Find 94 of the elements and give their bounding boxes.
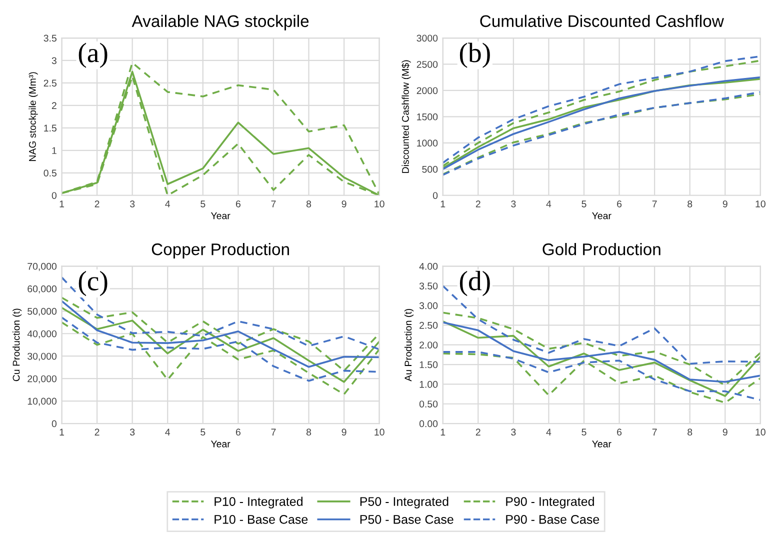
y-tick-label: 2	[52, 102, 56, 109]
chart-title: Available NAG stockpile	[132, 14, 309, 30]
y-axis-title: NAG stockpile (Mm³)	[28, 72, 38, 161]
legend-label: P50 - Integrated	[360, 496, 448, 508]
x-axis-title: Year	[210, 440, 230, 448]
x-tick-label: 2	[94, 200, 100, 208]
y-tick-label: 2.50	[420, 322, 438, 329]
x-tick-label: 5	[200, 428, 206, 436]
x-tick-label: 3	[130, 428, 135, 436]
y-tick-label: 3.00	[419, 302, 438, 310]
x-tick-label: 7	[652, 200, 657, 208]
y-tick-label: 2.00	[420, 342, 438, 348]
x-tick-label: 5	[582, 200, 586, 208]
x-tick-label: 6	[236, 200, 240, 208]
y-tick-label: 40,000	[27, 330, 57, 338]
x-tick-label: 5	[200, 200, 206, 208]
y-tick-label: 20,000	[28, 375, 57, 384]
y-tick-label: 4.00	[419, 262, 438, 270]
legend-label: P90 - Integrated	[506, 496, 594, 508]
x-tick-label: 7	[271, 428, 276, 436]
legend-label: P10 - Integrated	[214, 496, 302, 508]
y-tick-label: 2.5	[44, 80, 56, 87]
y-tick-label: 3.5	[44, 34, 56, 42]
x-tick-label: 8	[688, 200, 692, 208]
x-tick-label: 4	[546, 200, 552, 208]
x-axis-title: Year	[592, 212, 612, 220]
y-axis-title: Au Production (t)	[404, 308, 414, 382]
x-tick-label: 9	[722, 428, 728, 436]
chart-title: Gold Production	[542, 242, 660, 256]
x-tick-label: 6	[236, 428, 240, 436]
x-tick-label: 5	[582, 428, 586, 436]
y-tick-label: 0.5	[44, 170, 56, 177]
legend-label: P50 - Base Case	[360, 515, 454, 524]
y-tick-label: 0	[52, 420, 57, 428]
chart-title: Copper Production	[152, 242, 289, 259]
annotation: (a)	[78, 42, 108, 68]
y-tick-label: 1500	[417, 113, 438, 120]
x-tick-label: 4	[165, 428, 170, 436]
y-tick-label: 70,000	[28, 262, 57, 271]
x-tick-label: 8	[306, 428, 312, 436]
y-tick-label: 0	[52, 192, 57, 199]
x-tick-label: 9	[342, 200, 346, 208]
y-axis-title: Discounted Cashflow (M$)	[402, 60, 411, 173]
y-tick-label: 0.00	[419, 420, 438, 428]
y-tick-label: 1000	[417, 140, 438, 147]
x-tick-label: 3	[511, 200, 516, 208]
y-tick-label: 3.50	[419, 282, 438, 290]
y-tick-label: 1.00	[420, 380, 438, 388]
y-tick-label: 60,000	[28, 285, 57, 294]
x-tick-label: 1	[60, 200, 64, 208]
y-tick-label: 500	[422, 166, 438, 173]
y-tick-label: 2000	[416, 87, 438, 94]
y-tick-label: 1	[52, 147, 56, 154]
y-tick-label: 1.5	[44, 124, 56, 132]
x-tick-label: 6	[617, 428, 622, 436]
x-tick-label: 1	[60, 428, 64, 436]
x-tick-label: 1	[440, 200, 446, 208]
y-tick-label: 0.50	[419, 400, 438, 408]
chart-title: Cumulative Discounted Cashflow	[480, 14, 724, 28]
y-axis-title: Cu Production (t)	[12, 308, 22, 382]
y-tick-label: 0	[432, 192, 438, 199]
legend-label: P10 - Base Case	[214, 515, 308, 524]
x-axis-title: Year	[210, 212, 230, 220]
y-tick-label: 2500	[416, 60, 438, 68]
y-tick-label: 30,000	[28, 352, 57, 361]
annotation: (b)	[460, 42, 490, 68]
x-tick-label: 4	[165, 200, 170, 208]
x-tick-label: 1	[440, 428, 446, 436]
x-tick-label: 6	[617, 200, 622, 208]
x-tick-label: 9	[342, 428, 346, 436]
legend-label: P90 - Base Case	[506, 515, 600, 524]
x-tick-label: 2	[94, 428, 100, 436]
x-tick-label: 3	[511, 428, 516, 436]
x-tick-label: 7	[271, 200, 276, 208]
x-tick-label: 10	[374, 428, 384, 436]
x-tick-label: 2	[476, 200, 480, 208]
x-tick-label: 4	[546, 428, 552, 436]
y-tick-label: 10,000	[28, 398, 57, 406]
annotation: (c)	[78, 270, 108, 296]
x-axis-title: Year	[592, 440, 612, 448]
y-tick-label: 3000	[416, 34, 438, 42]
y-tick-label: 50,000	[28, 308, 57, 316]
x-tick-label: 8	[688, 428, 692, 436]
x-tick-label: 10	[756, 200, 766, 208]
x-tick-label: 9	[722, 200, 728, 208]
x-tick-label: 8	[306, 200, 312, 208]
annotation: (d)	[460, 270, 490, 296]
x-tick-label: 10	[756, 428, 766, 436]
x-tick-label: 3	[130, 200, 135, 208]
y-tick-label: 3	[52, 57, 56, 64]
x-tick-label: 10	[374, 200, 384, 208]
x-tick-label: 2	[476, 428, 480, 436]
x-tick-label: 7	[652, 428, 657, 436]
y-tick-label: 1.50	[420, 361, 438, 368]
